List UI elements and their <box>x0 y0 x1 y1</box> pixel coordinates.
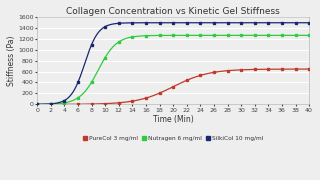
PureCol 3 mg/ml <box>103 103 107 105</box>
PureCol 3 mg/ml <box>198 74 202 76</box>
SilkiCol 10 mg/ml <box>212 22 216 24</box>
PureCol 3 mg/ml <box>131 100 134 102</box>
SilkiCol 10 mg/ml <box>185 22 189 24</box>
SilkiCol 10 mg/ml <box>117 22 121 24</box>
Nutragen 6 mg/ml <box>226 34 229 36</box>
Nutragen 6 mg/ml <box>49 103 53 105</box>
SilkiCol 10 mg/ml <box>239 22 243 24</box>
SilkiCol 10 mg/ml <box>49 103 53 105</box>
Nutragen 6 mg/ml <box>35 103 39 105</box>
Title: Collagen Concentration vs Kinetic Gel Stiffness: Collagen Concentration vs Kinetic Gel St… <box>66 7 280 16</box>
SilkiCol 10 mg/ml <box>307 22 311 24</box>
PureCol 3 mg/ml <box>185 79 189 81</box>
Nutragen 6 mg/ml <box>103 56 107 59</box>
Nutragen 6 mg/ml <box>253 34 257 36</box>
Nutragen 6 mg/ml <box>185 34 189 36</box>
Nutragen 6 mg/ml <box>266 34 270 36</box>
PureCol 3 mg/ml <box>144 97 148 99</box>
PureCol 3 mg/ml <box>49 103 53 105</box>
PureCol 3 mg/ml <box>293 68 297 70</box>
SilkiCol 10 mg/ml <box>90 44 93 46</box>
SilkiCol 10 mg/ml <box>158 22 162 24</box>
Nutragen 6 mg/ml <box>239 34 243 36</box>
PureCol 3 mg/ml <box>35 103 39 105</box>
PureCol 3 mg/ml <box>212 71 216 73</box>
PureCol 3 mg/ml <box>280 68 284 70</box>
SilkiCol 10 mg/ml <box>131 22 134 24</box>
Nutragen 6 mg/ml <box>293 34 297 36</box>
Legend: PureCol 3 mg/ml, Nutragen 6 mg/ml, SilkiCol 10 mg/ml: PureCol 3 mg/ml, Nutragen 6 mg/ml, Silki… <box>81 134 266 143</box>
PureCol 3 mg/ml <box>253 68 257 71</box>
PureCol 3 mg/ml <box>239 69 243 71</box>
PureCol 3 mg/ml <box>158 92 162 94</box>
Nutragen 6 mg/ml <box>212 34 216 36</box>
SilkiCol 10 mg/ml <box>35 103 39 105</box>
SilkiCol 10 mg/ml <box>266 22 270 24</box>
PureCol 3 mg/ml <box>171 86 175 88</box>
Nutragen 6 mg/ml <box>307 34 311 36</box>
PureCol 3 mg/ml <box>90 103 93 105</box>
SilkiCol 10 mg/ml <box>103 26 107 28</box>
SilkiCol 10 mg/ml <box>144 22 148 24</box>
SilkiCol 10 mg/ml <box>253 22 257 24</box>
Nutragen 6 mg/ml <box>117 41 121 43</box>
SilkiCol 10 mg/ml <box>62 100 66 102</box>
Y-axis label: Stiffness (Pa): Stiffness (Pa) <box>7 35 16 86</box>
SilkiCol 10 mg/ml <box>280 22 284 24</box>
Nutragen 6 mg/ml <box>144 35 148 37</box>
Nutragen 6 mg/ml <box>280 34 284 36</box>
Nutragen 6 mg/ml <box>171 34 175 37</box>
Nutragen 6 mg/ml <box>90 81 93 83</box>
PureCol 3 mg/ml <box>76 103 80 105</box>
X-axis label: Time (Min): Time (Min) <box>153 115 194 124</box>
PureCol 3 mg/ml <box>307 68 311 70</box>
Nutragen 6 mg/ml <box>76 97 80 99</box>
Line: Nutragen 6 mg/ml: Nutragen 6 mg/ml <box>36 34 310 105</box>
SilkiCol 10 mg/ml <box>171 22 175 24</box>
Nutragen 6 mg/ml <box>158 34 162 37</box>
SilkiCol 10 mg/ml <box>293 22 297 24</box>
Nutragen 6 mg/ml <box>62 102 66 104</box>
SilkiCol 10 mg/ml <box>76 81 80 84</box>
PureCol 3 mg/ml <box>266 68 270 70</box>
Nutragen 6 mg/ml <box>131 36 134 38</box>
Nutragen 6 mg/ml <box>198 34 202 36</box>
Line: SilkiCol 10 mg/ml: SilkiCol 10 mg/ml <box>36 22 310 105</box>
Line: PureCol 3 mg/ml: PureCol 3 mg/ml <box>36 68 310 105</box>
SilkiCol 10 mg/ml <box>226 22 229 24</box>
PureCol 3 mg/ml <box>226 70 229 72</box>
PureCol 3 mg/ml <box>62 103 66 105</box>
SilkiCol 10 mg/ml <box>198 22 202 24</box>
PureCol 3 mg/ml <box>117 102 121 104</box>
